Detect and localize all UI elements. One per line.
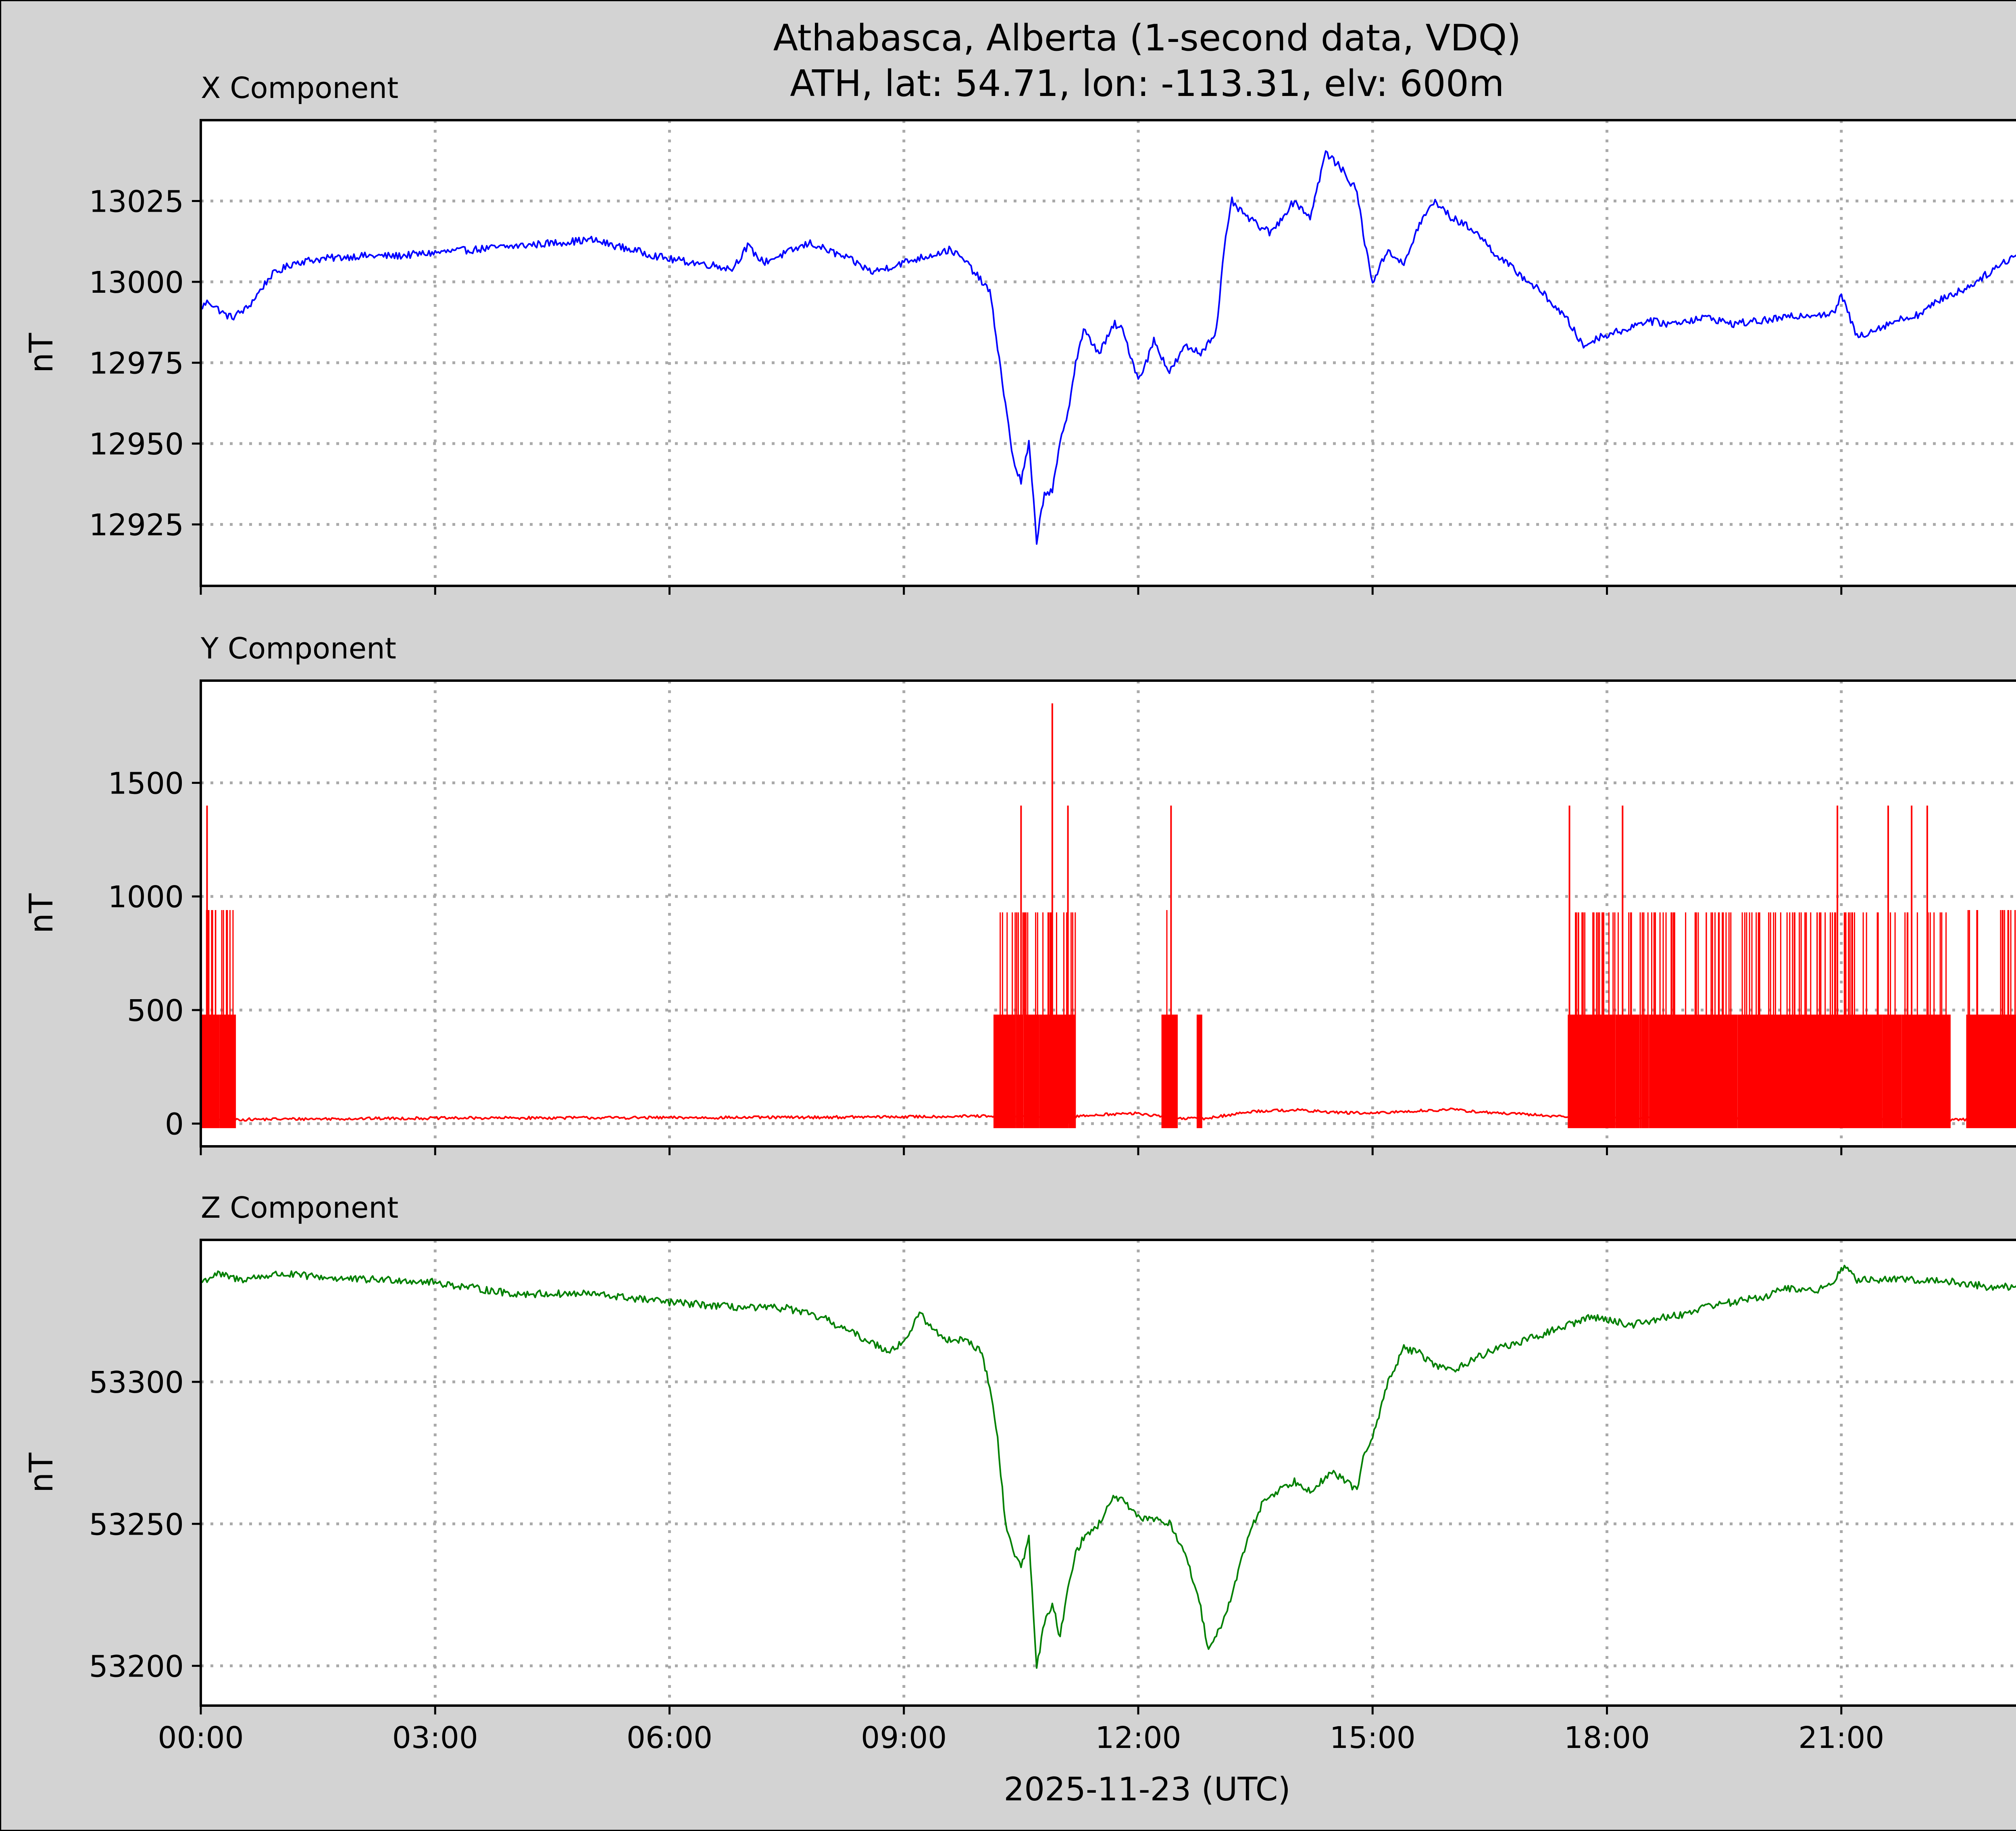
panel-title: Y Component — [200, 631, 396, 665]
y-axis-label: nT — [23, 893, 60, 934]
chart-panel: 0 500 1000 1500 Y Component nT — [23, 631, 2016, 1155]
x-tick-label: 18:00 — [1564, 1721, 1650, 1755]
y-tick-label: 53200 — [89, 1649, 184, 1684]
x-tick-label: 09:00 — [861, 1721, 947, 1755]
y-tick-label: 1500 — [108, 767, 184, 801]
x-tick-label: 00:00 — [158, 1721, 244, 1755]
y-tick-label: 1000 — [108, 880, 184, 914]
chart-panel: 53200 53250 53300 00:00 03:00 06:00 09:00 12:00… — [23, 1191, 2016, 1755]
y-tick-label: 53250 — [89, 1507, 184, 1542]
x-tick-label: 06:00 — [627, 1721, 712, 1755]
spike-burst — [1196, 1014, 1202, 1128]
figure-title-line2: ATH, lat: 54.71, lon: -113.31, elv: 600m — [790, 62, 1504, 105]
panels-group: 12925 12950 12975 13000 13025 X Component nT 0 5… — [23, 71, 2016, 1755]
y-axis-label: nT — [23, 1452, 60, 1493]
y-tick-label: 12925 — [89, 508, 184, 543]
x-axis-label: 2025-11-23 (UTC) — [1004, 1771, 1290, 1808]
y-tick-label: 500 — [127, 994, 184, 1028]
y-tick-label: 53300 — [89, 1365, 184, 1400]
panel-title: Z Component — [201, 1191, 398, 1225]
plot-area — [201, 1240, 2016, 1706]
y-tick-label: 12950 — [89, 427, 184, 462]
x-tick-label: 12:00 — [1095, 1721, 1181, 1755]
y-tick-label: 13000 — [89, 265, 184, 300]
spike-burst — [1568, 912, 1951, 1128]
plot-area — [201, 120, 2016, 586]
spike-burst — [1966, 910, 2016, 1128]
panel-title: X Component — [201, 71, 398, 105]
chart-panel: 12925 12950 12975 13000 13025 X Component nT — [23, 71, 2016, 595]
x-tick-label: 15:00 — [1330, 1721, 1416, 1755]
y-tick-label: 12975 — [89, 346, 184, 381]
series-line — [200, 150, 2016, 545]
series-line — [200, 1264, 2016, 1669]
x-tick-label: 03:00 — [392, 1721, 478, 1755]
y-tick-label: 0 — [165, 1107, 184, 1142]
figure-title-line1: Athabasca, Alberta (1-second data, VDQ) — [773, 17, 1521, 59]
x-tick-label: 21:00 — [1798, 1721, 1884, 1755]
y-tick-label: 13025 — [89, 185, 184, 219]
y-axis-label: nT — [23, 333, 60, 373]
